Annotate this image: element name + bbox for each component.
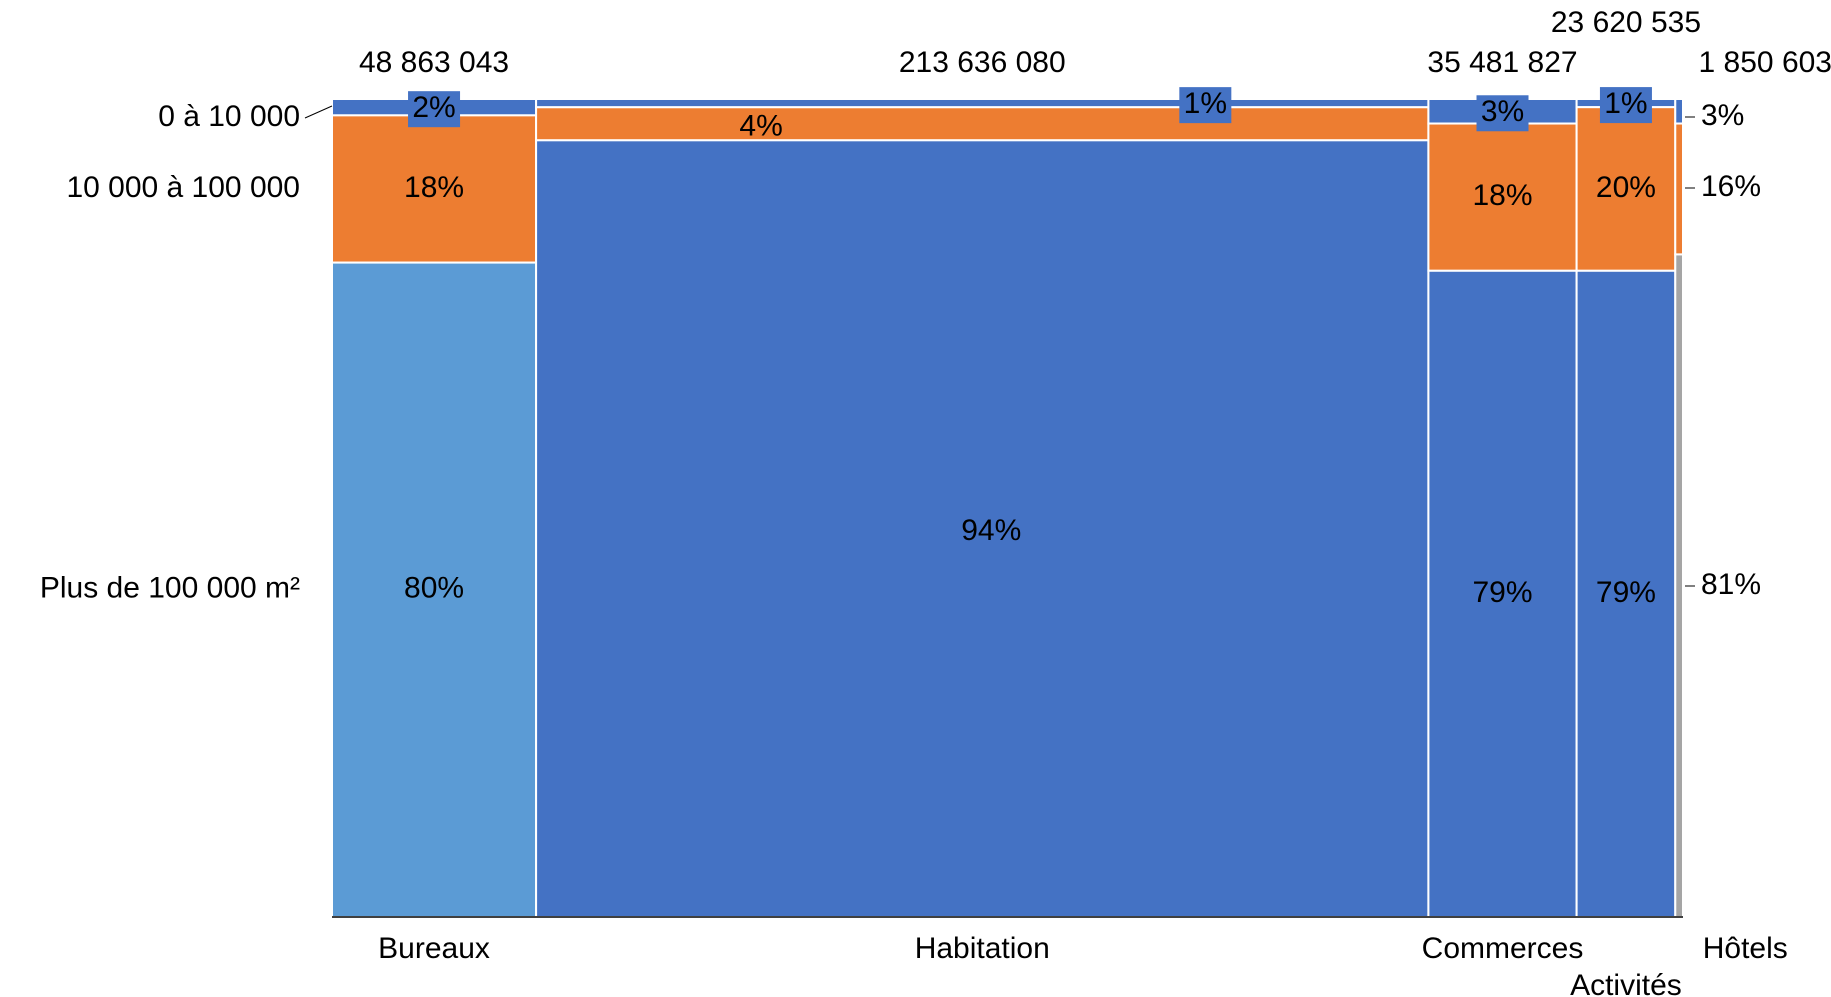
category-label-bureaux: Bureaux [378,932,490,965]
total-label-hôtels: 1 850 603 [1699,46,1831,79]
share-label-commerces-2: 79% [1472,576,1532,609]
share-label-activités-1: 20% [1596,171,1656,204]
category-label-activités: Activités [1570,969,1682,997]
segment-hôtels-2 [1674,253,1685,919]
labels-layer: 48 863 043 Bureaux 2% 18% 80% 213 636 080 Habi… [40,6,1831,997]
segment-hôtels-0 [1674,98,1685,125]
share-badge-habitation-0 [1179,87,1232,124]
share-label-habitation-1: 4% [739,110,782,143]
share-label-activités-0: 1% [1604,87,1647,120]
share-label-commerces-0: 3% [1481,95,1524,128]
share-label-bureaux-2: 80% [404,572,464,605]
category-label-commerces: Commerces [1422,932,1584,965]
share-label-bureaux-0: 2% [412,91,455,124]
segment-axis-label-1: 10 000 à 100 000 [66,171,300,204]
share-label-habitation-0: 1% [1184,87,1227,120]
segment-bureaux-1 [331,114,538,264]
share-label-bureaux-1: 18% [404,171,464,204]
total-label-habitation: 213 636 080 [899,46,1066,79]
segment-bureaux-2 [331,261,538,919]
category-label-habitation: Habitation [915,932,1050,965]
segments-layer [331,98,1685,919]
share-badge-activités-0 [1599,87,1652,124]
total-label-activités: 23 620 535 [1551,6,1701,39]
share-label-activités-2: 79% [1596,576,1656,609]
share-label-hôtels-1: 16% [1701,170,1761,203]
share-badge-bureaux-0 [408,91,461,128]
share-label-habitation-2: 94% [961,514,1021,547]
segment-hôtels-1 [1674,122,1685,256]
share-badge-commerces-0 [1476,95,1529,132]
segment-axis-label-0: 0 à 10 000 [158,100,300,133]
segment-habitation-0 [535,98,1430,109]
total-label-commerces: 35 481 827 [1427,46,1577,79]
segment-axis-leader-0 [304,105,333,119]
segment-activités-2 [1575,269,1677,918]
share-label-commerces-1: 18% [1472,179,1532,212]
category-label-hôtels: Hôtels [1703,932,1788,965]
segment-activités-1 [1575,106,1677,272]
total-label-bureaux: 48 863 043 [359,46,509,79]
segment-habitation-1 [535,106,1430,142]
share-label-hôtels-2: 81% [1701,568,1761,601]
share-label-hôtels-0: 3% [1701,99,1744,132]
segment-habitation-2 [535,139,1430,919]
segment-axis-label-2: Plus de 100 000 m² [40,572,300,605]
